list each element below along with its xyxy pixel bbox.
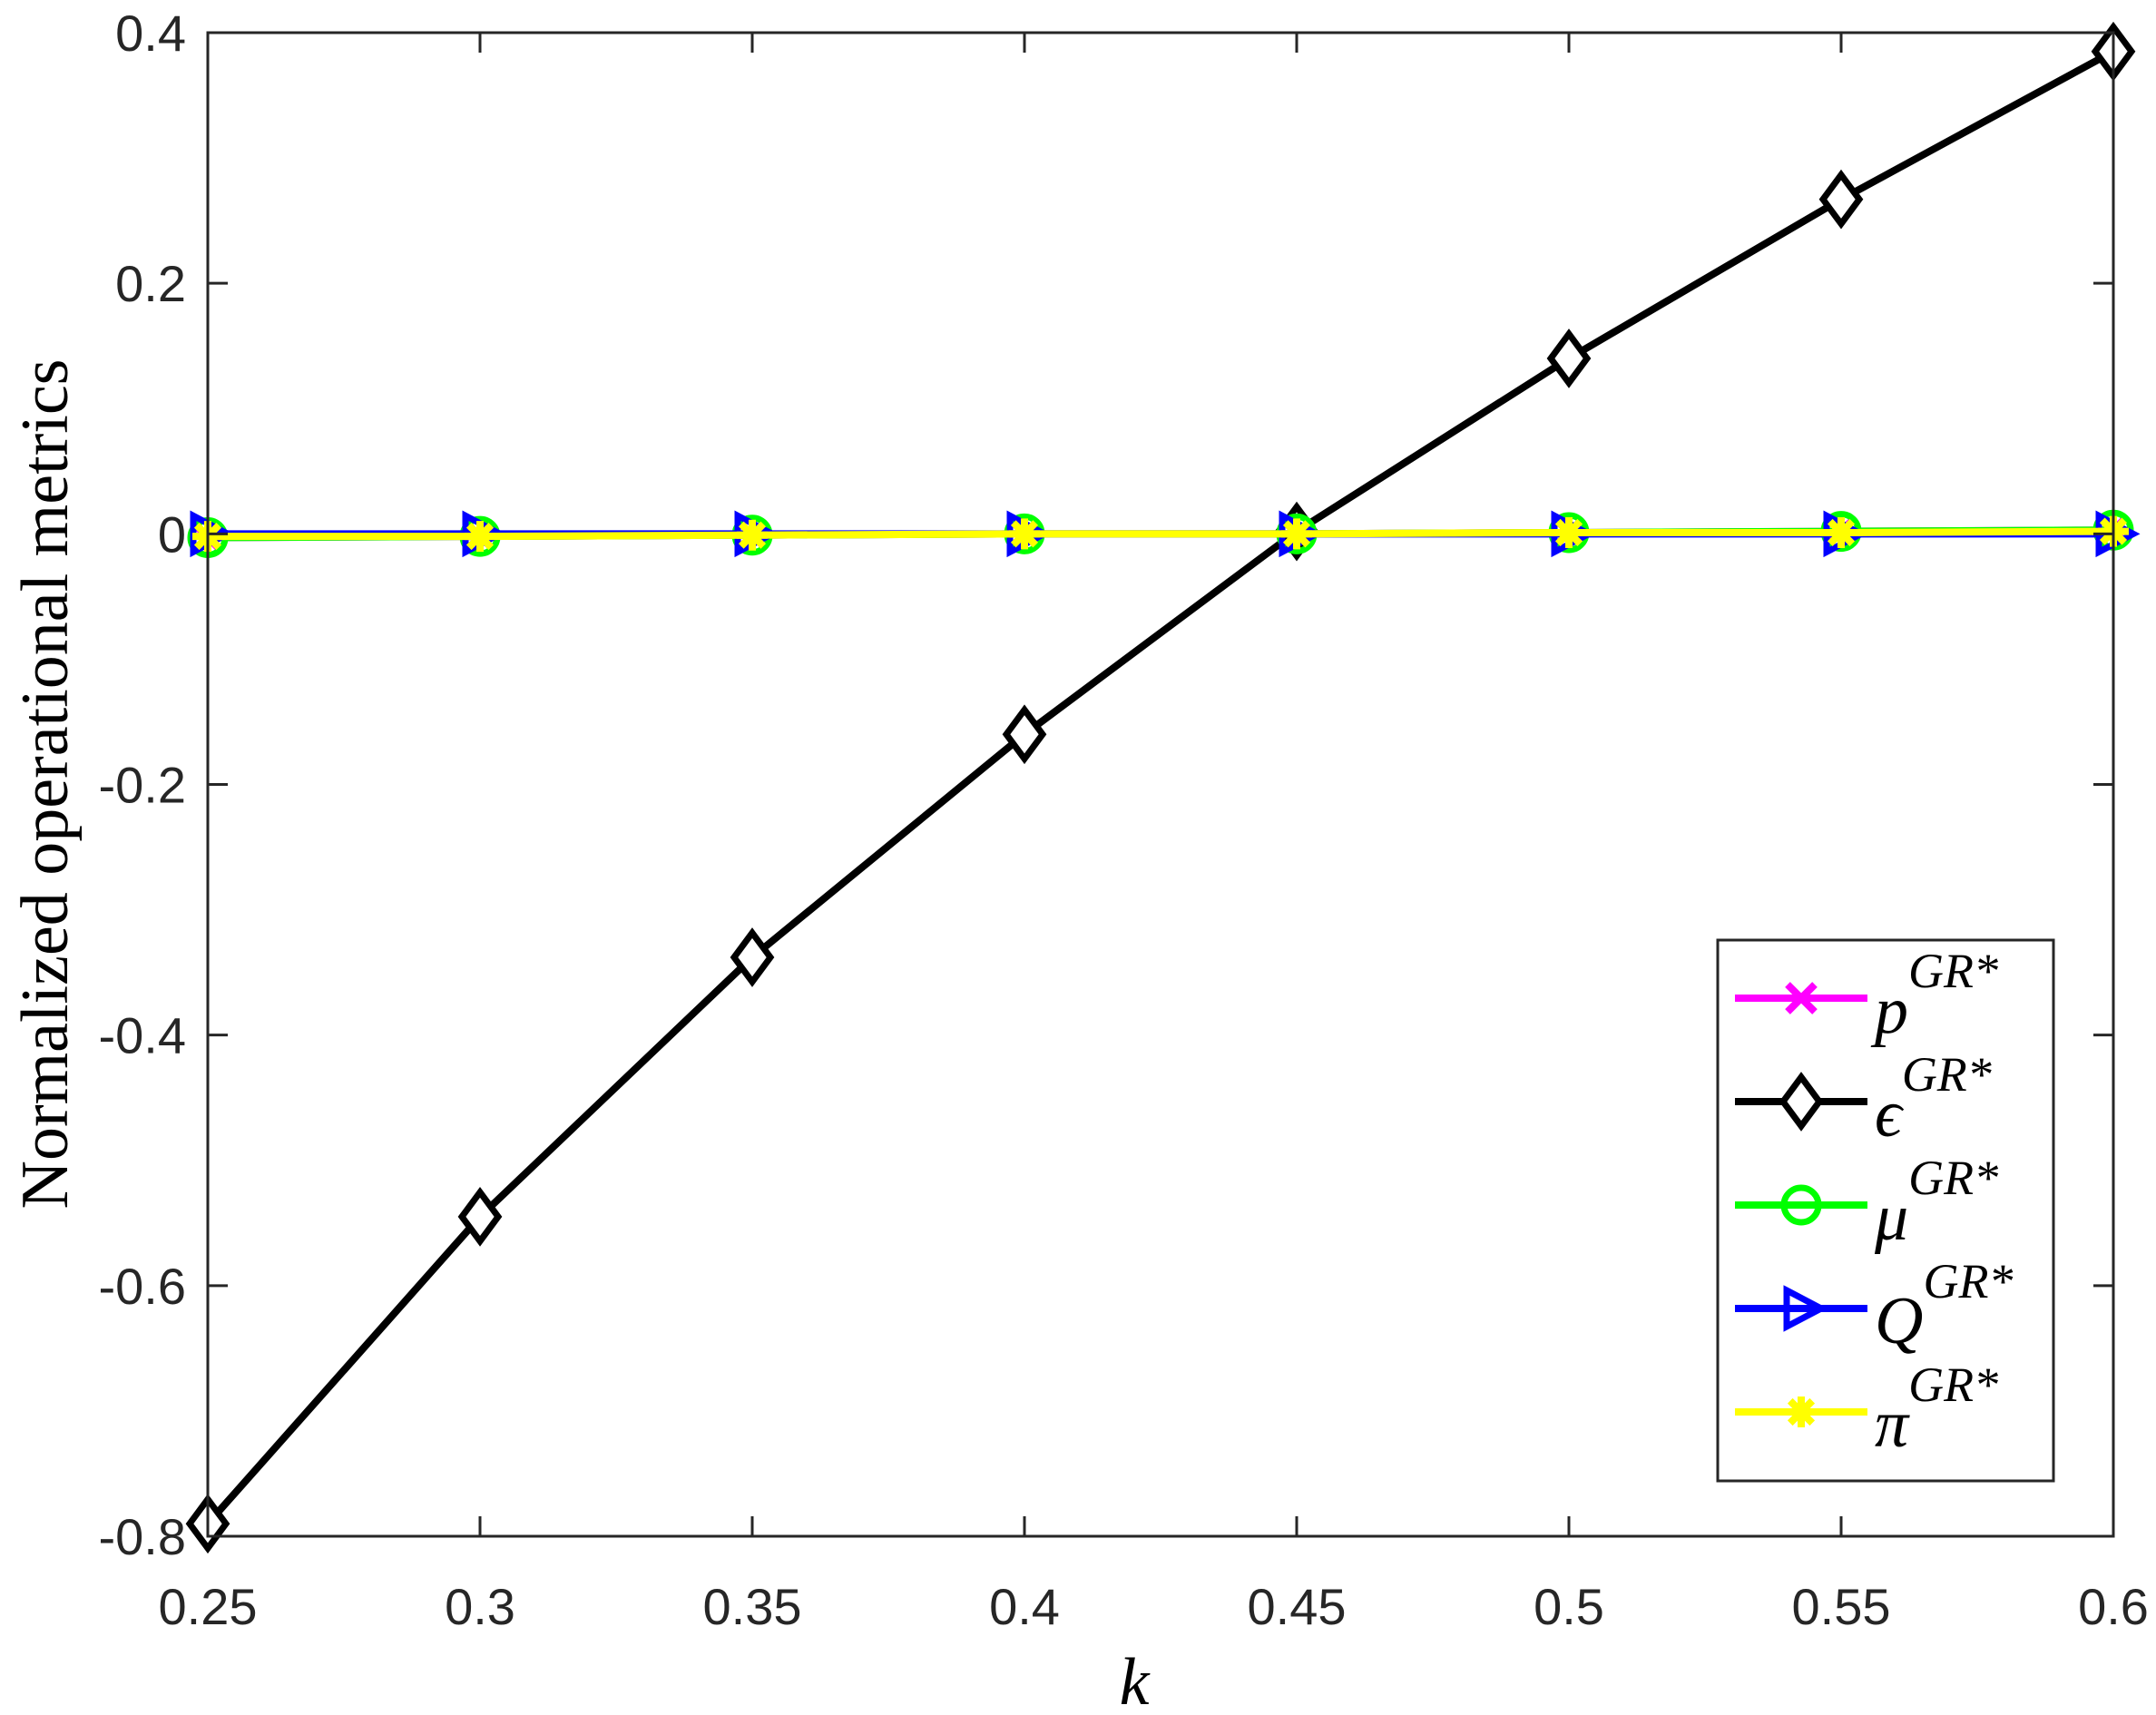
data-point-pi: [465, 521, 495, 553]
y-tick-label: -0.8: [99, 1508, 187, 1565]
y-tick-label: -0.6: [99, 1258, 187, 1315]
legend-item-pi: πGR*: [1735, 1357, 1998, 1462]
legend: pGR*ϵGR*μGR*QGR*πGR*: [1716, 938, 2055, 1483]
x-tick-label: 0.4: [989, 1578, 1060, 1635]
legend-box: [1716, 938, 2055, 1483]
y-tick-label: 0.2: [115, 255, 186, 312]
x-tick-label: 0.35: [703, 1578, 802, 1635]
legend-label: QGR*: [1875, 1254, 2013, 1358]
x-tick-label: 0.55: [1792, 1578, 1891, 1635]
x-tick-label: 0.25: [159, 1578, 258, 1635]
data-point-epsilon: [730, 927, 775, 987]
legend-item-epsilon: ϵGR*: [1735, 1047, 1992, 1152]
legend-marker: [1780, 1184, 1822, 1226]
x-tick-label: 0.6: [2078, 1578, 2149, 1635]
legend-item-p: pGR*: [1735, 944, 1998, 1048]
series-line-pi: [208, 527, 2114, 541]
data-point-pi: [737, 519, 768, 551]
data-point-pi: [1553, 516, 1584, 548]
legend-marker: [1779, 1072, 1824, 1132]
legend-label: pGR*: [1870, 944, 1998, 1048]
y-axis-title: Normalized operational metrics: [8, 359, 83, 1210]
legend-marker: [1783, 1285, 1828, 1332]
legend-label: ϵGR*: [1875, 1047, 1992, 1152]
legend-marker: [1786, 1396, 1817, 1427]
legend-label: μGR*: [1874, 1151, 1998, 1255]
data-point-pi: [1281, 518, 1312, 550]
legend-item-q: QGR*: [1735, 1254, 2013, 1358]
x-axis-title: k: [1120, 1645, 1151, 1715]
x-tick-label: 0.3: [445, 1578, 515, 1635]
data-point-pi: [1826, 516, 1857, 548]
series-line-epsilon: [205, 48, 2115, 1526]
ticks-layer: 0.25 0.3 0.35 0.4 0.45 0.5 0.55 0.6 -0.8 -0.6 -0.4…: [99, 5, 2149, 1635]
data-point-epsilon: [1546, 328, 1592, 388]
plot-frame: [206, 31, 2115, 1538]
x-tick-label: 0.5: [1534, 1578, 1604, 1635]
legend-marker: [1785, 982, 1818, 1014]
y-tick-label: -0.2: [99, 757, 187, 814]
y-tick-label: 0: [158, 505, 186, 563]
data-point-epsilon: [1002, 704, 1047, 765]
data-point-epsilon: [457, 1187, 503, 1247]
y-tick-label: -0.4: [99, 1007, 187, 1064]
y-tick-label: 0.4: [115, 5, 186, 62]
data-point-epsilon: [1818, 169, 1864, 230]
data-point-pi: [1009, 518, 1040, 550]
x-tick-label: 0.45: [1248, 1578, 1347, 1635]
legend-label: πGR*: [1875, 1357, 1998, 1462]
legend-item-mu: μGR*: [1735, 1151, 1998, 1255]
